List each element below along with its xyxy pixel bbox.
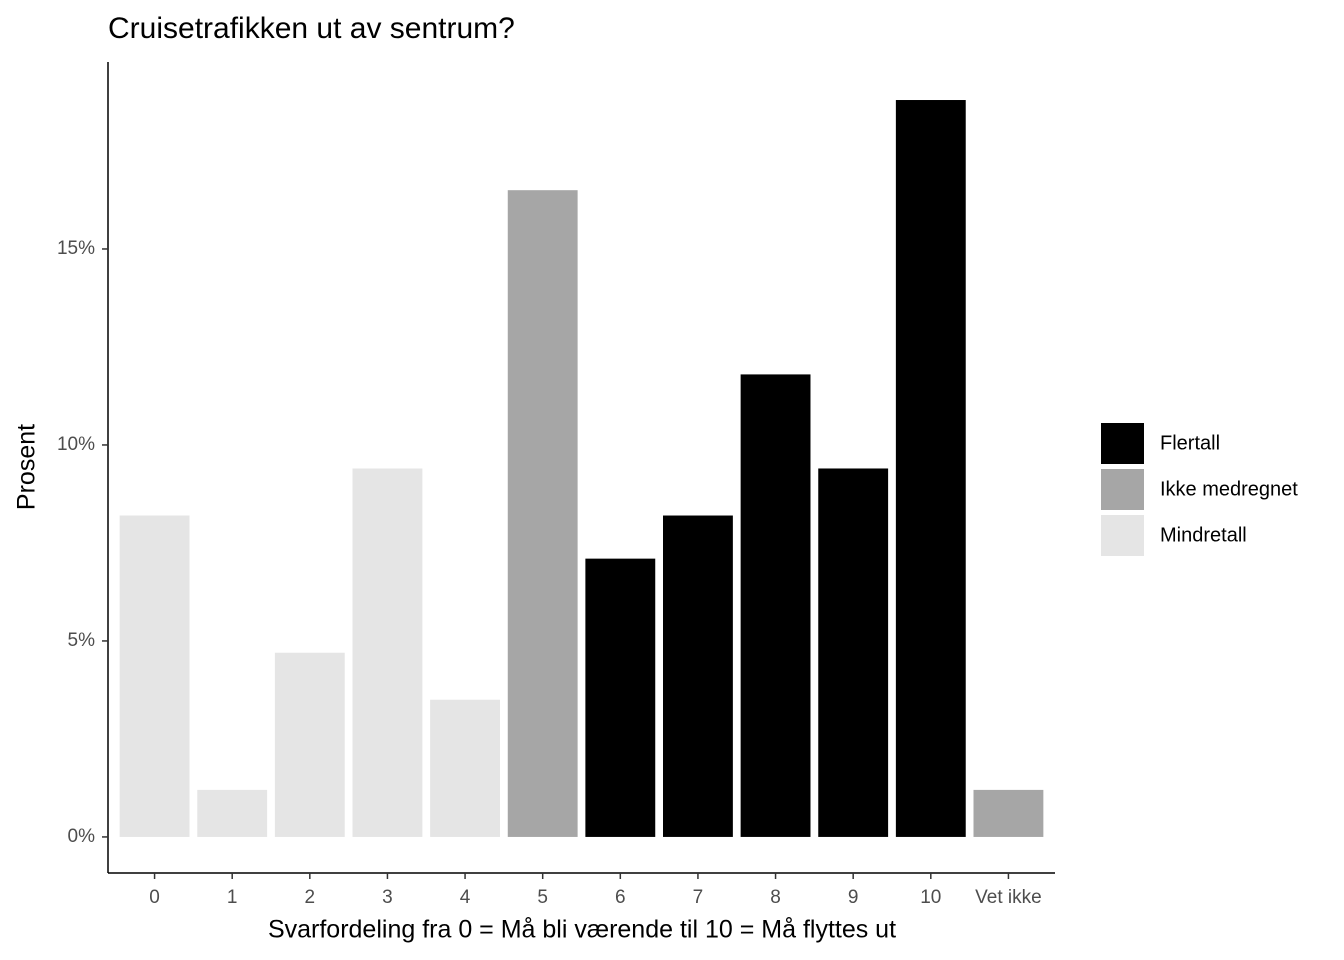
x-tick-label: 6 [615, 887, 626, 908]
x-tick-label: 2 [305, 887, 316, 908]
x-tick-label: Vet ikke [975, 887, 1042, 908]
bar [430, 699, 500, 837]
chart-title: Cruisetrafikken ut av sentrum? [108, 12, 515, 45]
x-tick-label: 9 [848, 887, 859, 908]
x-tick-label: 4 [460, 887, 471, 908]
y-tick-label: 10% [57, 434, 95, 455]
bar [274, 652, 345, 837]
bar [197, 789, 268, 837]
y-axis-title: Prosent [13, 424, 41, 510]
bar [507, 190, 578, 837]
x-tick-label: 8 [770, 887, 781, 908]
bar [352, 468, 423, 837]
x-tick-label: 7 [693, 887, 704, 908]
legend-label: Flertall [1160, 432, 1220, 454]
x-tick-label: 1 [227, 887, 238, 908]
x-axis-title: Svarfordeling fra 0 = Må bli værende til… [268, 916, 896, 944]
bar [973, 789, 1044, 837]
y-tick-label: 15% [57, 238, 95, 259]
bar [119, 515, 190, 837]
legend-key [1101, 515, 1144, 556]
x-tick-label: 0 [149, 887, 160, 908]
bar [895, 100, 966, 837]
legend-label: Ikke medregnet [1160, 478, 1298, 500]
bar [663, 515, 733, 837]
legend-label: Mindretall [1160, 524, 1247, 546]
x-tick-label: 5 [537, 887, 548, 908]
legend-key [1101, 469, 1144, 510]
x-tick-label: 3 [382, 887, 393, 908]
x-tick-label: 10 [920, 887, 941, 908]
y-tick-label: 0% [68, 826, 96, 847]
bar [740, 374, 811, 837]
bar [818, 468, 889, 837]
y-tick-label: 5% [68, 630, 96, 651]
bar [585, 558, 656, 837]
legend-key [1101, 423, 1144, 464]
